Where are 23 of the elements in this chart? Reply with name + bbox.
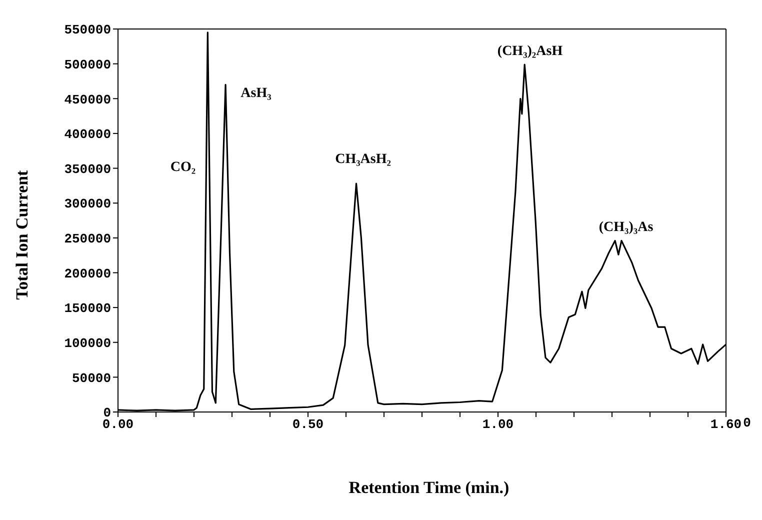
annotation: CO₂ (170, 160, 196, 176)
text: 0 (743, 416, 751, 430)
y-tick-label: 350000 (64, 162, 112, 177)
annotation: (CH₃)₃As (598, 220, 654, 236)
x-tick-label: 0.50 (292, 417, 324, 432)
y-tick-label: 300000 (64, 196, 112, 212)
annotation: CH₃AsH₂ (335, 152, 391, 168)
y-tick-label: 500000 (64, 57, 112, 72)
y-tick-label: 400000 (64, 127, 112, 142)
y-tick-label: 250000 (64, 232, 112, 247)
annotation: AsH₃ (240, 86, 272, 102)
y-tick-label: 100000 (64, 336, 112, 351)
y-tick-label: 550000 (64, 22, 112, 38)
x-axis-title: Retention Time (min.) (348, 478, 510, 498)
annotation: (CH₃)₂AsH (497, 44, 563, 60)
y-tick-label: 450000 (64, 92, 112, 108)
x-tick-label: 1.00 (482, 417, 514, 432)
y-axis-title: Total Ion Current (13, 170, 33, 300)
y-tick-label: 150000 (64, 301, 112, 316)
x-tick-label: 1.60 (710, 417, 742, 432)
x-tick-label: 0.00 (102, 417, 134, 432)
y-tick-label: 200000 (64, 266, 112, 282)
y-tick-label: 50000 (72, 370, 112, 386)
